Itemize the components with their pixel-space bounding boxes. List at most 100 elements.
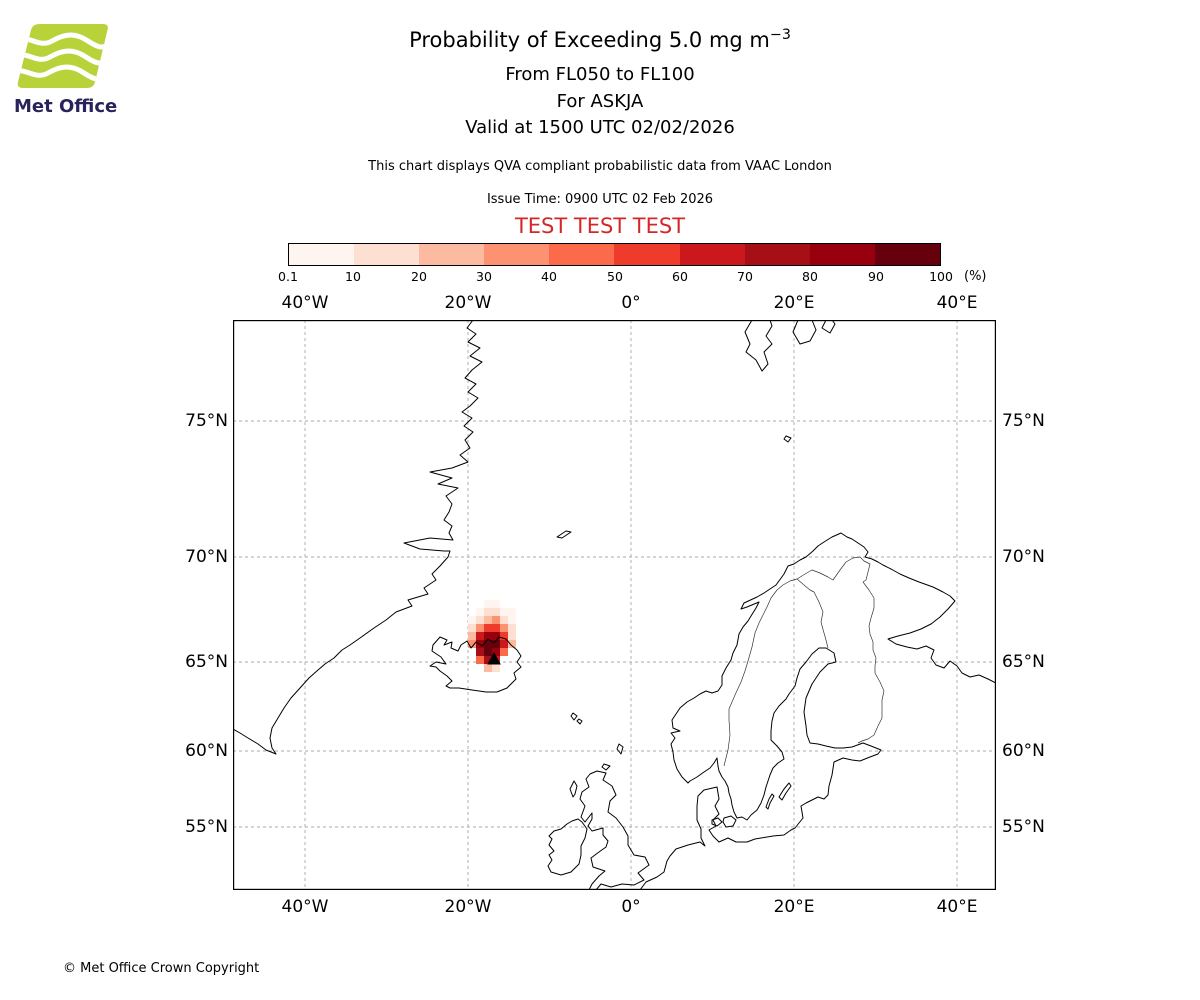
border-norway-sweden — [723, 578, 798, 767]
ash-probability-cell — [484, 632, 492, 640]
colorbar — [288, 243, 941, 266]
colorbar-tick: 80 — [802, 269, 818, 284]
lon-label-bottom: 20°W — [444, 897, 492, 917]
test-banner: TEST TEST TEST — [514, 214, 686, 238]
ash-probability-cell — [492, 664, 500, 672]
ash-probability-cell — [492, 608, 500, 616]
ash-probability-cell — [500, 648, 508, 656]
ash-probability-cell — [500, 632, 508, 640]
colorbar-tick: 10 — [345, 269, 361, 284]
page-title-text: Probability of Exceeding 5.0 mg m — [409, 28, 770, 52]
coastline-great-britain — [579, 770, 650, 890]
lat-label-right: 55°N — [1002, 817, 1045, 837]
coastlines — [233, 320, 996, 890]
lat-label-right: 70°N — [1002, 547, 1045, 567]
ash-probability-cell — [484, 624, 492, 632]
ash-probability-cell — [484, 656, 492, 664]
ash-probability-cell — [508, 608, 516, 616]
colorbar-segment — [614, 244, 680, 265]
ash-probability-cell — [492, 616, 500, 624]
lon-label-top: 20°E — [773, 293, 815, 313]
colorbar-segment — [549, 244, 615, 265]
ash-probability-cell — [508, 640, 516, 648]
graticule-grid-lines — [233, 320, 996, 890]
subtitle-valid-time: Valid at 1500 UTC 02/02/2026 — [465, 117, 735, 138]
map-frame — [233, 320, 996, 890]
qva-note: This chart displays QVA compliant probab… — [368, 159, 832, 174]
lon-label-top: 40°E — [936, 293, 978, 313]
colorbar-segment — [419, 244, 485, 265]
colorbar-segment — [289, 244, 355, 265]
ash-probability-cell — [476, 656, 484, 664]
coastline-bear-island — [783, 435, 792, 443]
lat-label-right: 60°N — [1002, 741, 1045, 761]
coastline-svalbard — [744, 320, 836, 372]
ash-probability-cell — [468, 632, 476, 640]
volcano-marker — [487, 651, 501, 665]
colorbar-tick: 100 — [929, 269, 953, 284]
coastline-greenland — [233, 320, 483, 755]
ash-probability-cell — [476, 648, 484, 656]
colorbar-segment — [679, 244, 745, 265]
country-borders — [723, 556, 885, 767]
issue-time: Issue Time: 0900 UTC 02 Feb 2026 — [486, 192, 714, 207]
coastline-hebrides — [569, 780, 578, 798]
coastline-ireland — [547, 818, 588, 876]
border-finland-russia — [857, 581, 885, 744]
colorbar-tick: 70 — [737, 269, 753, 284]
ash-probability-cell — [492, 648, 500, 656]
colorbar-unit: (%) — [964, 269, 987, 284]
map-canvas — [233, 320, 996, 890]
ash-probability-cell — [476, 616, 484, 624]
lat-label-left: 75°N — [185, 411, 228, 431]
ash-probability-cell — [500, 608, 508, 616]
ash-probability-cell — [508, 624, 516, 632]
coastline-shetland — [616, 743, 624, 755]
lat-label-left: 55°N — [185, 817, 228, 837]
met-office-logo-text: Met Office — [14, 96, 118, 117]
lon-label-bottom: 20°E — [773, 897, 815, 917]
coastline-danish-islands — [711, 815, 737, 828]
coastline-iceland — [429, 636, 522, 693]
colorbar-segment — [354, 244, 420, 265]
page-title: Probability of Exceeding 5.0 mg m−3 — [0, 27, 1200, 52]
coastline-orkney — [601, 763, 611, 771]
ash-probability-cell — [508, 632, 516, 640]
ash-probability-cell — [500, 624, 508, 632]
ash-probability-cell — [476, 608, 484, 616]
ash-probability-cell — [484, 648, 492, 656]
lon-label-top: 40°W — [281, 293, 329, 313]
met-office-logo: Met Office — [14, 22, 117, 117]
colorbar-segment — [809, 244, 875, 265]
lon-label-bottom: 40°W — [281, 897, 329, 917]
ash-probability-cell — [492, 600, 500, 608]
colorbar-tick: 90 — [868, 269, 884, 284]
ash-probability-cell — [484, 600, 492, 608]
lon-label-bottom: 40°E — [936, 897, 978, 917]
colorbar-tick: 50 — [607, 269, 623, 284]
ash-probability-cell — [484, 616, 492, 624]
subtitle-flight-levels: From FL050 to FL100 — [505, 64, 695, 85]
colorbar-tick: 0.1 — [278, 269, 298, 284]
lon-label-top: 20°W — [444, 293, 492, 313]
ash-probability-cell — [468, 616, 476, 624]
page-title-exponent: −3 — [769, 27, 791, 43]
border-sweden-finland — [796, 578, 829, 649]
ash-probability-cell — [484, 664, 492, 672]
ash-probability-cell — [492, 640, 500, 648]
lat-label-left: 60°N — [185, 741, 228, 761]
ash-probability-cell — [508, 616, 516, 624]
ash-probability-cell — [476, 624, 484, 632]
ash-probability-cell — [476, 632, 484, 640]
met-office-logo-mark — [17, 24, 108, 88]
ash-probability-cell — [476, 640, 484, 648]
ash-probability-cell — [492, 632, 500, 640]
ash-probability-cell — [500, 640, 508, 648]
copyright: © Met Office Crown Copyright — [63, 961, 260, 976]
coastline-gotland-oland — [765, 782, 792, 810]
coastline-continental-europe-scandinavia — [639, 532, 996, 890]
ash-probability-cell — [484, 608, 492, 616]
lat-label-right: 75°N — [1002, 411, 1045, 431]
coastline-faroes — [570, 712, 583, 725]
lat-label-left: 65°N — [185, 652, 228, 672]
